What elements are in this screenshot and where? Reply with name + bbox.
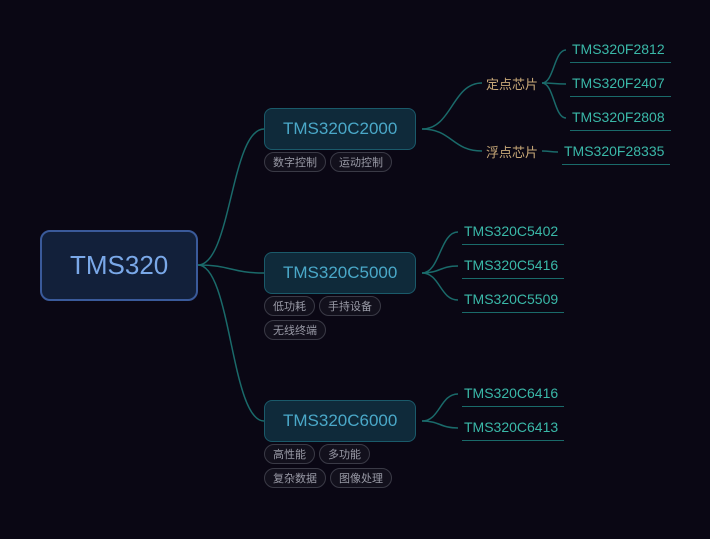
- tag: 低功耗: [264, 296, 315, 316]
- leaf-node: TMS320F2812: [570, 38, 671, 63]
- tag: 无线终端: [264, 320, 326, 340]
- branch-node: TMS320C5000: [264, 252, 416, 294]
- tag: 运动控制: [330, 152, 392, 172]
- leaf-node: TMS320C6413: [462, 416, 564, 441]
- category-label: 浮点芯片: [486, 142, 538, 161]
- tag: 图像处理: [330, 468, 392, 488]
- leaf-node: TMS320C5402: [462, 220, 564, 245]
- tag: 数字控制: [264, 152, 326, 172]
- tag: 复杂数据: [264, 468, 326, 488]
- leaf-node: TMS320F2808: [570, 106, 671, 131]
- branch-node: TMS320C6000: [264, 400, 416, 442]
- leaf-node: TMS320F28335: [562, 140, 670, 165]
- branch-node: TMS320C2000: [264, 108, 416, 150]
- tag: 手持设备: [319, 296, 381, 316]
- leaf-node: TMS320C6416: [462, 382, 564, 407]
- tag: 高性能: [264, 444, 315, 464]
- leaf-node: TMS320C5416: [462, 254, 564, 279]
- tag: 多功能: [319, 444, 370, 464]
- leaf-node: TMS320F2407: [570, 72, 671, 97]
- branch-tags: 高性能多功能复杂数据图像处理: [264, 444, 434, 488]
- leaf-node: TMS320C5509: [462, 288, 564, 313]
- root-node: TMS320: [40, 230, 198, 301]
- branch-tags: 数字控制运动控制: [264, 152, 392, 172]
- branch-tags: 低功耗手持设备无线终端: [264, 296, 434, 340]
- category-label: 定点芯片: [486, 74, 538, 93]
